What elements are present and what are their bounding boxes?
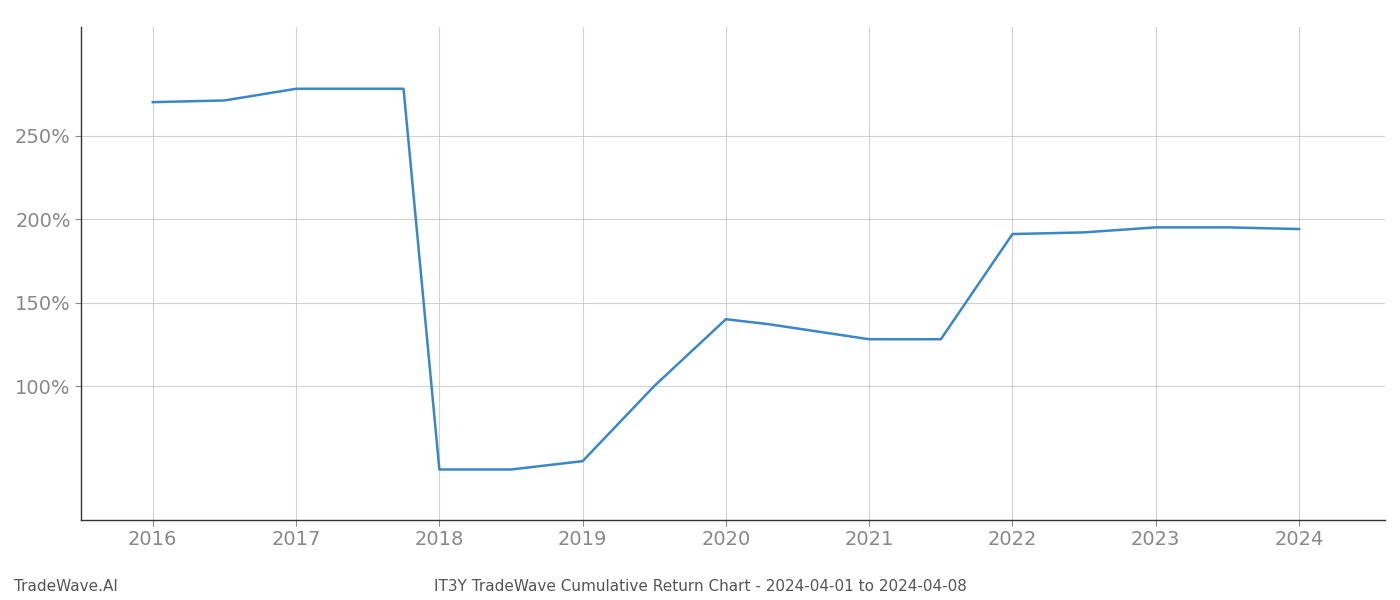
- Text: TradeWave.AI: TradeWave.AI: [14, 579, 118, 594]
- Text: IT3Y TradeWave Cumulative Return Chart - 2024-04-01 to 2024-04-08: IT3Y TradeWave Cumulative Return Chart -…: [434, 579, 966, 594]
